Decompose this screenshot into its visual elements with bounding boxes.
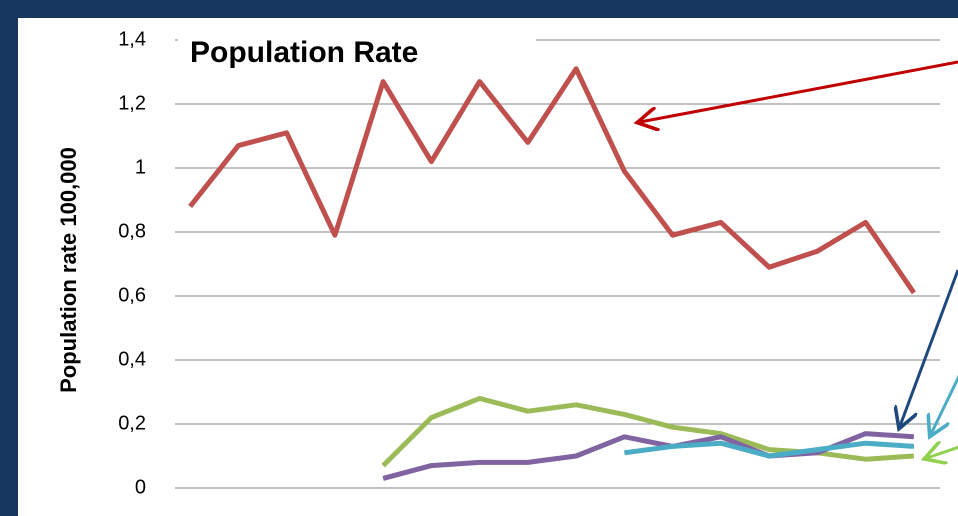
y-tick-label: 0,8 bbox=[118, 220, 146, 242]
y-tick-label: 0,4 bbox=[118, 348, 146, 370]
y-tick-label: 0,6 bbox=[118, 284, 146, 306]
y-tick-label: 1,2 bbox=[118, 92, 146, 114]
arrow bbox=[900, 269, 958, 426]
y-tick-label: 0 bbox=[135, 476, 146, 498]
line-series bbox=[624, 440, 915, 459]
y-tick-label: 1,4 bbox=[118, 28, 146, 50]
y-tick-label: 0,2 bbox=[118, 412, 146, 434]
plot-background bbox=[18, 18, 958, 516]
arrow bbox=[931, 374, 958, 434]
y-axis-label: Population rate 100,000 bbox=[56, 147, 81, 393]
title-box bbox=[178, 28, 536, 72]
arrow bbox=[640, 60, 958, 122]
line-series bbox=[381, 395, 915, 468]
arrow bbox=[927, 446, 958, 458]
chart-title: Population Rate bbox=[190, 36, 418, 69]
y-tick-label: 1 bbox=[135, 156, 146, 178]
line-series bbox=[188, 66, 916, 295]
